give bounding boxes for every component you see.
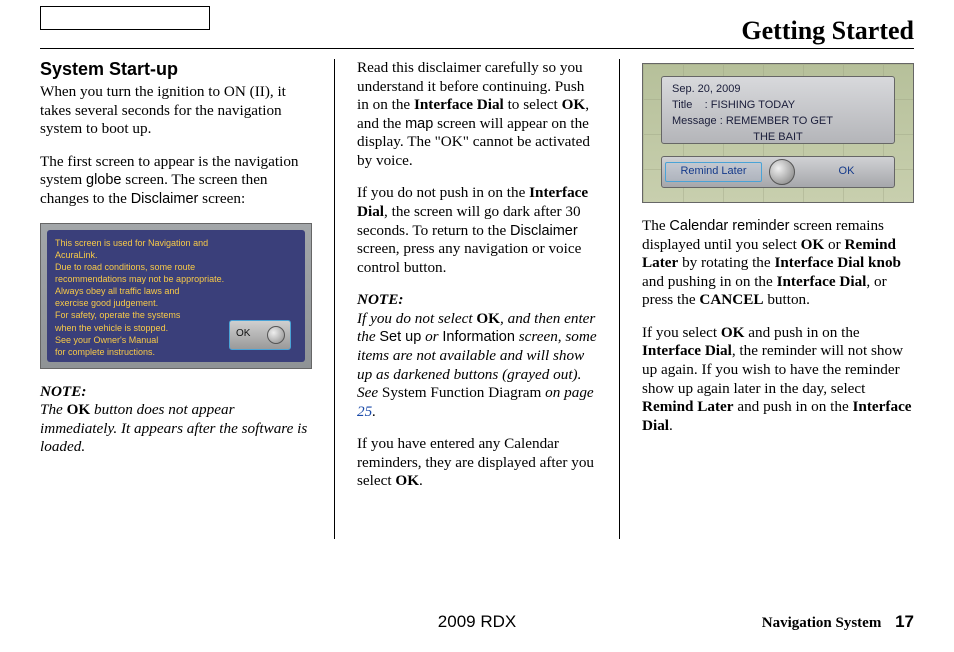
paragraph: The Calendar reminder screen remains dis… bbox=[642, 217, 914, 310]
text: screen, press any navigation or voice co… bbox=[357, 240, 581, 276]
footer-section-label: Navigation System bbox=[762, 615, 882, 631]
disclaimer-ok-button: OK bbox=[229, 320, 291, 350]
text: . bbox=[669, 417, 673, 434]
remind-later-button: Remind Later bbox=[665, 162, 762, 181]
paragraph: The first screen to appear is the naviga… bbox=[40, 153, 312, 209]
text: . bbox=[419, 472, 423, 489]
footer-right: Navigation System 17 bbox=[762, 612, 914, 632]
note: NOTE: The OK button does not appear imme… bbox=[40, 383, 312, 457]
disclaimer-panel: This screen is used for Navigation and A… bbox=[47, 230, 305, 362]
text: The bbox=[642, 217, 669, 234]
text: Interface Dial bbox=[642, 342, 732, 359]
text: OK bbox=[562, 96, 586, 113]
cal-msg-row: Message : REMEMBER TO GET bbox=[672, 114, 884, 130]
manual-page: Getting Started System Start-up When you… bbox=[0, 0, 954, 652]
text: and push in on the bbox=[745, 324, 860, 341]
text: to select bbox=[504, 96, 562, 113]
paragraph: If you do not push in on the Interface D… bbox=[357, 184, 597, 277]
text: or bbox=[824, 236, 844, 253]
text: CANCEL bbox=[699, 291, 763, 308]
dial-knob-icon bbox=[267, 326, 285, 344]
page-number: 17 bbox=[895, 612, 914, 631]
text: on page bbox=[541, 384, 593, 401]
text: When you turn the ignition to ON (II), i… bbox=[40, 83, 286, 137]
text: by rotating the bbox=[678, 254, 774, 271]
text: . bbox=[372, 403, 376, 420]
text: button. bbox=[764, 291, 810, 308]
text: System Function Diagram bbox=[382, 384, 541, 401]
column-separator bbox=[334, 59, 335, 539]
text: If you have entered any Calendar reminde… bbox=[357, 435, 594, 489]
calendar-button-bar: Remind Later OK bbox=[661, 156, 895, 188]
text: Message bbox=[672, 115, 717, 127]
text: screen: bbox=[198, 190, 245, 207]
calendar-panel: Sep. 20, 2009 Title : FISHING TODAY Mess… bbox=[661, 76, 895, 144]
text: Disclaimer bbox=[510, 223, 578, 239]
text: Title bbox=[672, 99, 692, 111]
cal-msg-row2: THE BAIT bbox=[672, 130, 884, 146]
text: globe bbox=[86, 172, 121, 188]
content-columns: System Start-up When you turn the igniti… bbox=[40, 59, 914, 539]
text: : FISHING TODAY bbox=[705, 99, 795, 111]
page-link[interactable]: 25 bbox=[357, 403, 372, 420]
top-blank-box bbox=[40, 6, 210, 30]
column-3: Sep. 20, 2009 Title : FISHING TODAY Mess… bbox=[642, 59, 914, 539]
paragraph: Read this disclaimer carefully so you un… bbox=[357, 59, 597, 170]
paragraph: If you select OK and push in on the Inte… bbox=[642, 324, 914, 435]
column-2: Read this disclaimer carefully so you un… bbox=[357, 59, 597, 539]
note-text: The OK button does not appear immediatel… bbox=[40, 401, 307, 455]
text: If you do not push in on the bbox=[357, 184, 529, 201]
text: OK bbox=[395, 472, 419, 489]
text: The bbox=[40, 401, 67, 418]
paragraph: If you have entered any Calendar reminde… bbox=[357, 435, 597, 491]
disclaimer-screenshot: This screen is used for Navigation and A… bbox=[40, 223, 312, 369]
text: OK bbox=[801, 236, 825, 253]
ok-label: OK bbox=[236, 328, 250, 340]
header-rule bbox=[40, 48, 914, 49]
text: : REMEMBER TO GET bbox=[720, 115, 833, 127]
paragraph: When you turn the ignition to ON (II), i… bbox=[40, 83, 312, 139]
text: Disclaimer bbox=[131, 191, 199, 207]
text: Interface Dial bbox=[777, 273, 867, 290]
footer-model: 2009 RDX bbox=[438, 612, 516, 632]
note: NOTE: If you do not select OK, and then … bbox=[357, 291, 597, 421]
text: or bbox=[421, 328, 442, 345]
dial-knob-icon bbox=[769, 159, 795, 185]
text: If you do not select bbox=[357, 310, 476, 327]
text: Interface Dial knob bbox=[774, 254, 901, 271]
page-footer: 2009 RDX Navigation System 17 bbox=[40, 612, 914, 632]
text: and push in on the bbox=[734, 398, 853, 415]
note-label: NOTE: bbox=[40, 383, 86, 400]
text: Set up bbox=[379, 329, 421, 345]
section-heading: System Start-up bbox=[40, 59, 312, 81]
calendar-screenshot: Sep. 20, 2009 Title : FISHING TODAY Mess… bbox=[642, 63, 914, 203]
text: map bbox=[405, 116, 433, 132]
text: OK bbox=[721, 324, 745, 341]
column-separator bbox=[619, 59, 620, 539]
text: If you select bbox=[642, 324, 721, 341]
text: Remind Later bbox=[642, 398, 734, 415]
cal-ok-button: OK bbox=[799, 165, 894, 178]
column-1: System Start-up When you turn the igniti… bbox=[40, 59, 312, 539]
text: Interface Dial bbox=[414, 96, 504, 113]
text: Information bbox=[442, 329, 515, 345]
text: Calendar reminder bbox=[669, 218, 789, 234]
note-label: NOTE: bbox=[357, 291, 403, 308]
text: OK bbox=[476, 310, 500, 327]
text: and pushing in on the bbox=[642, 273, 777, 290]
cal-date: Sep. 20, 2009 bbox=[672, 82, 884, 98]
text: OK bbox=[67, 401, 91, 418]
cal-title-row: Title : FISHING TODAY bbox=[672, 98, 884, 114]
